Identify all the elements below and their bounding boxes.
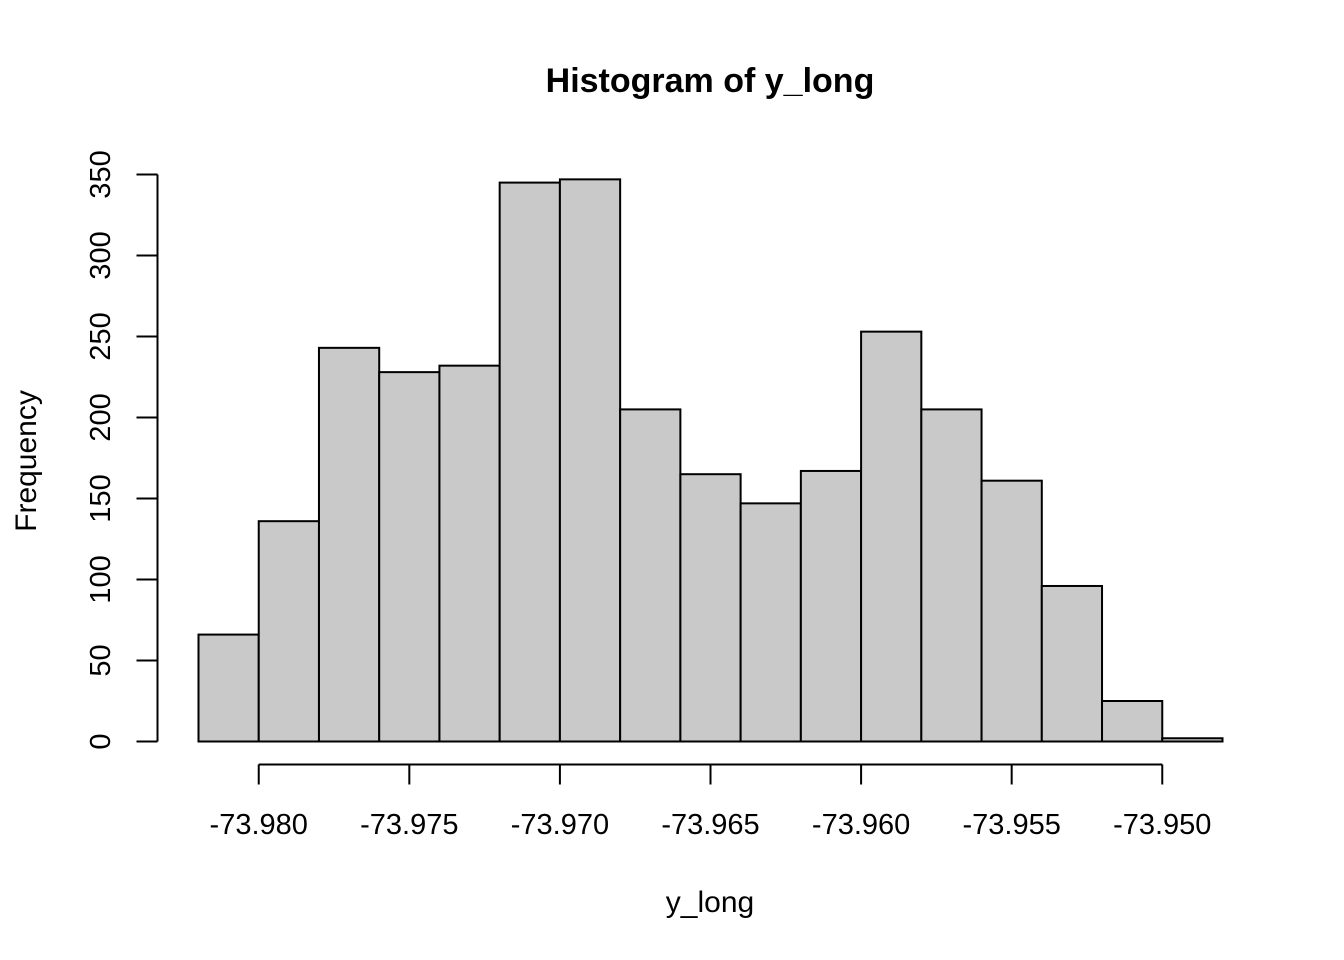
histogram-bar <box>1161 737 1224 743</box>
chart-title: Histogram of y_long <box>546 62 875 100</box>
x-tick-label: -73.950 <box>1113 809 1211 841</box>
x-tick-label: -73.980 <box>210 809 308 841</box>
y-tick-label: 300 <box>85 231 117 279</box>
histogram-bar <box>197 633 260 743</box>
y-tick-label: 50 <box>85 644 117 676</box>
y-tick-label: 200 <box>85 393 117 441</box>
x-axis: -73.980 -73.975 -73.970 -73.965 -73.960 -73.9… <box>210 763 1211 841</box>
y-axis-label: Frequency <box>10 390 43 532</box>
histogram-bar <box>619 408 682 743</box>
y-tick-label: 0 <box>85 733 117 749</box>
histogram-bar <box>317 346 381 743</box>
histogram-bar <box>498 181 561 743</box>
x-axis-label: y_long <box>666 886 754 919</box>
y-tick-label: 150 <box>85 474 117 522</box>
histogram-bar <box>1101 700 1164 743</box>
x-tick-label: -73.970 <box>511 809 609 841</box>
histogram-bar <box>980 479 1043 743</box>
histogram-bar <box>1040 584 1104 743</box>
histogram-bar <box>378 371 441 743</box>
y-tick-label: 100 <box>85 555 117 603</box>
x-tick-label: -73.955 <box>962 809 1060 841</box>
bars-group <box>197 178 1224 743</box>
histogram-bar <box>799 469 863 743</box>
histogram-bar <box>860 330 923 743</box>
y-tick-label: 250 <box>85 312 117 360</box>
x-tick-label: -73.975 <box>360 809 458 841</box>
histogram-bar <box>558 178 622 743</box>
x-tick-label: -73.965 <box>661 809 759 841</box>
y-tick-label: 350 <box>85 150 117 198</box>
histogram-bar <box>257 520 320 743</box>
histogram-bar <box>438 364 501 743</box>
histogram-bar <box>739 502 802 743</box>
y-axis: 0 50 100 150 200 250 300 350 <box>85 150 159 750</box>
histogram-bar <box>679 473 742 743</box>
histogram-bar <box>920 408 983 743</box>
x-tick-label: -73.960 <box>812 809 910 841</box>
